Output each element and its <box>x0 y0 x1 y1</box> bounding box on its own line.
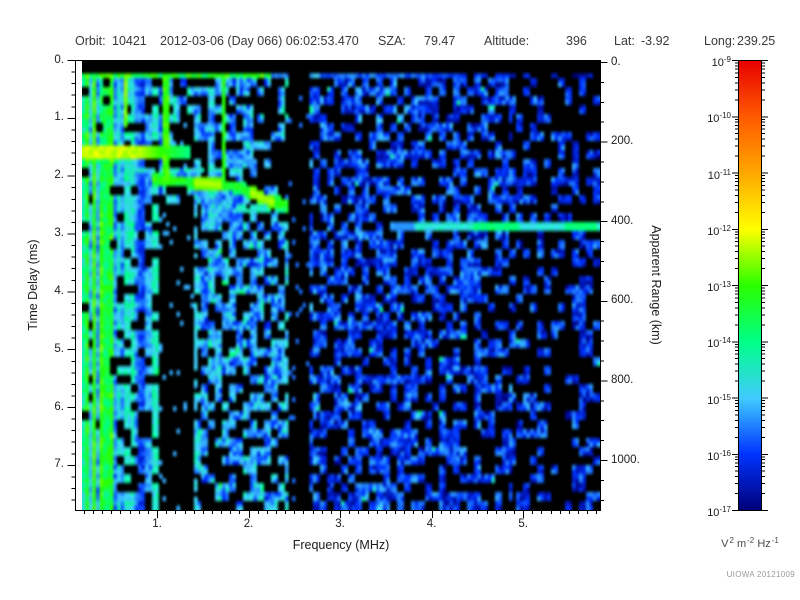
colorbar-tick-label: 10-13 <box>707 280 731 294</box>
y2-tick-label: 0. <box>611 55 621 68</box>
long-label: Long: <box>704 34 736 48</box>
orbit-value: 10421 <box>112 34 147 48</box>
x-axis-title: Frequency (MHz) <box>292 538 390 552</box>
altitude-value: 396 <box>566 34 587 48</box>
orbit-label: Orbit: <box>75 34 106 48</box>
colorbar-tick-label: 10-10 <box>707 111 731 126</box>
x-tick-label: 1. <box>152 518 162 530</box>
y-tick-label: 2. <box>54 169 64 182</box>
y-tick-label: 5. <box>54 342 64 355</box>
colorbar-tick-label: 10-14 <box>707 336 731 351</box>
sza-label: SZA: <box>378 34 406 48</box>
colorbar-tick-label: 10-12 <box>707 223 731 238</box>
colorbar-unit-label: V2 m-2 Hz-1 <box>721 536 779 550</box>
datetime-value: 2012-03-06 (Day 066) 06:02:53.470 <box>160 34 359 48</box>
colorbar-tick-label: 10-15 <box>707 392 731 407</box>
y2-tick-label: 800. <box>611 373 634 386</box>
credit-text: UIOWA 20121009 <box>726 570 795 579</box>
long-value: 239.25 <box>737 34 776 48</box>
colorbar-tick-label: 10-9 <box>711 55 731 69</box>
y-tick-label: 4. <box>54 284 64 297</box>
y-tick-label: 1. <box>54 111 64 124</box>
colorbar-tick-label: 10-11 <box>707 167 731 182</box>
colorbar-gradient <box>739 60 761 510</box>
y-tick-label: 7. <box>54 458 64 471</box>
y2-axis-title: Apparent Range (km) <box>649 225 663 345</box>
y2-tick-label: 400. <box>611 214 634 227</box>
y-axis-title: Time Delay (ms) <box>26 239 40 331</box>
lat-value: -3.92 <box>641 34 670 48</box>
y2-tick-label: 600. <box>611 294 634 307</box>
ionogram-spectrogram-image <box>82 60 600 510</box>
lat-label: Lat: <box>614 34 635 48</box>
x-tick-label: 2. <box>243 518 254 530</box>
sza-value: 79.47 <box>424 34 456 48</box>
y-tick-label: 0. <box>54 53 64 66</box>
colorbar-tick-label: 10-16 <box>707 448 731 463</box>
y-tick-label: 3. <box>54 227 64 240</box>
y2-tick-label: 200. <box>611 135 634 148</box>
y-tick-label: 6. <box>54 400 64 413</box>
x-tick-label: 3. <box>335 518 345 530</box>
y2-tick-label: 1000. <box>611 453 640 466</box>
altitude-label: Altitude: <box>484 34 530 48</box>
colorbar-tick-label: 10-17 <box>707 505 731 519</box>
x-tick-label: 4. <box>426 518 437 530</box>
x-tick-label: 5. <box>518 518 528 530</box>
